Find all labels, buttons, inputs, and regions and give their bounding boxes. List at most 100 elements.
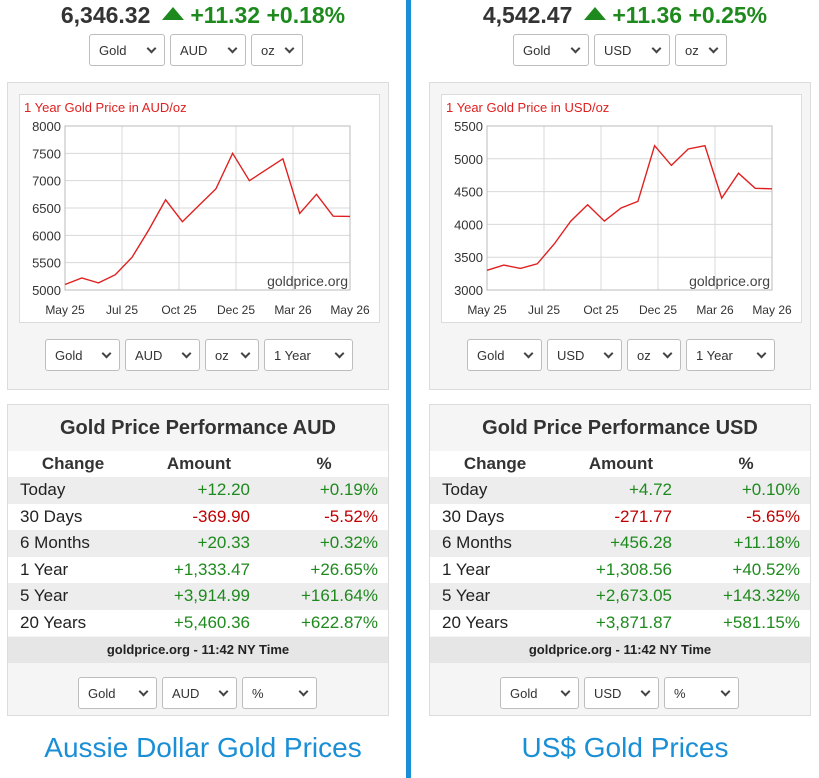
chart-currency-value: AUD xyxy=(135,347,163,363)
row-percent: -5.65% xyxy=(682,503,810,530)
table-row: 30 Days -271.77 -5.65% xyxy=(430,503,810,530)
perf-mode-select[interactable]: % xyxy=(242,677,317,709)
y-tick-label: 8000 xyxy=(32,119,61,134)
y-tick-label: 5000 xyxy=(454,152,483,167)
chart-currency-select[interactable]: USD xyxy=(547,339,622,371)
row-label: 5 Year xyxy=(430,583,560,610)
perf-metal-select[interactable]: Gold xyxy=(500,677,579,709)
chart-metal-value: Gold xyxy=(477,347,505,363)
row-label: Today xyxy=(430,477,560,504)
usd-caption: US$ Gold Prices xyxy=(521,732,729,763)
row-percent: -5.52% xyxy=(260,503,388,530)
table-row: 6 Months +456.28 +11.18% xyxy=(430,530,810,557)
chevron-down-icon xyxy=(756,348,767,358)
usd-price: 4,542.47 xyxy=(482,2,573,28)
perf-mode-value: % xyxy=(252,685,264,701)
x-tick-label: May 26 xyxy=(752,303,792,317)
y-tick-label: 3500 xyxy=(454,250,483,265)
currency-select[interactable]: USD xyxy=(594,34,670,66)
row-label: 5 Year xyxy=(8,583,138,610)
chevron-down-icon xyxy=(101,348,112,358)
row-amount: +2,673.05 xyxy=(560,583,682,610)
up-arrow-icon xyxy=(162,7,185,20)
usd-performance-panel: Gold Price Performance USD Change Amount… xyxy=(429,404,811,716)
price-series-line xyxy=(64,151,351,286)
chart-currency-select[interactable]: AUD xyxy=(125,339,200,371)
col-header-amount: Amount xyxy=(138,451,260,477)
row-percent: +161.64% xyxy=(260,583,388,610)
row-amount: +1,308.56 xyxy=(560,556,682,583)
row-label: Today xyxy=(8,477,138,504)
plot-border xyxy=(64,125,351,291)
up-arrow-icon xyxy=(584,7,607,20)
row-percent: +581.15% xyxy=(682,609,810,636)
chart-metal-select[interactable]: Gold xyxy=(467,339,542,371)
table-row: 20 Years +5,460.36 +622.87% xyxy=(8,609,388,636)
unit-select[interactable]: oz xyxy=(675,34,727,66)
metal-select[interactable]: Gold xyxy=(89,34,165,66)
row-amount: -369.90 xyxy=(138,503,260,530)
row-percent: +11.18% xyxy=(682,530,810,557)
table-row: 5 Year +3,914.99 +161.64% xyxy=(8,583,388,610)
row-percent: +0.32% xyxy=(260,530,388,557)
row-amount: +20.33 xyxy=(138,530,260,557)
chart-watermark: goldprice.org xyxy=(267,273,348,289)
perf-currency-select[interactable]: AUD xyxy=(162,677,237,709)
x-tick-label: Mar 26 xyxy=(274,303,312,317)
aud-bottom-selects: Gold AUD % xyxy=(78,677,317,709)
chart-metal-select[interactable]: Gold xyxy=(45,339,120,371)
x-tick-label: Mar 26 xyxy=(696,303,734,317)
chart-unit-value: oz xyxy=(637,347,651,363)
usd-chart-selects: Gold USD oz 1 Year xyxy=(467,339,775,371)
currency-select[interactable]: AUD xyxy=(170,34,246,66)
y-tick-label: 7000 xyxy=(32,174,61,189)
perf-currency-select[interactable]: USD xyxy=(584,677,659,709)
plot-border xyxy=(486,125,773,291)
chart-period-select[interactable]: 1 Year xyxy=(686,339,775,371)
aud-change-percent: +0.18% xyxy=(266,2,346,28)
perf-mode-value: % xyxy=(674,685,686,701)
perf-currency-value: AUD xyxy=(172,685,200,701)
perf-metal-select[interactable]: Gold xyxy=(78,677,157,709)
x-tick-label: Jul 25 xyxy=(528,303,560,317)
col-header-amount: Amount xyxy=(560,451,682,477)
y-tick-label: 4000 xyxy=(454,217,483,232)
table-row: 1 Year +1,308.56 +40.52% xyxy=(430,556,810,583)
chart-period-select[interactable]: 1 Year xyxy=(264,339,353,371)
chart-currency-value: USD xyxy=(557,347,585,363)
usd-chart: 1 Year Gold Price in USD/oz May 25 Jul 25 O… xyxy=(441,94,802,323)
table-row: 6 Months +20.33 +0.32% xyxy=(8,530,388,557)
usd-column: 4,542.47 +11.36 +0.25% Gold USD oz 1 Year… xyxy=(429,0,819,778)
x-tick-label: May 25 xyxy=(467,303,507,317)
x-tick-label: Dec 25 xyxy=(639,303,677,317)
y-tick-label: 6000 xyxy=(32,228,61,243)
aud-price: 6,346.32 xyxy=(60,2,151,28)
chevron-down-icon xyxy=(218,686,229,696)
table-row: 1 Year +1,333.47 +26.65% xyxy=(8,556,388,583)
chart-unit-select[interactable]: oz xyxy=(205,339,259,371)
perf-mode-select[interactable]: % xyxy=(664,677,739,709)
col-header-change: Change xyxy=(8,451,138,477)
chevron-down-icon xyxy=(662,348,673,358)
chevron-down-icon xyxy=(227,43,238,53)
chevron-down-icon xyxy=(603,348,614,358)
row-percent: +622.87% xyxy=(260,609,388,636)
col-header-change: Change xyxy=(430,451,560,477)
metal-select-value: Gold xyxy=(99,42,127,58)
usd-change-percent: +0.25% xyxy=(688,2,768,28)
table-row: 20 Years +3,871.87 +581.15% xyxy=(430,609,810,636)
x-tick-label: Oct 25 xyxy=(583,303,619,317)
x-tick-label: May 26 xyxy=(330,303,370,317)
row-label: 20 Years xyxy=(430,609,560,636)
chart-title: 1 Year Gold Price in USD/oz xyxy=(446,100,609,115)
row-amount: +1,333.47 xyxy=(138,556,260,583)
unit-select[interactable]: oz xyxy=(251,34,303,66)
metal-select[interactable]: Gold xyxy=(513,34,589,66)
chevron-down-icon xyxy=(298,686,309,696)
table-row: Today +12.20 +0.19% xyxy=(8,477,388,504)
usd-top-selects: Gold USD oz xyxy=(513,34,727,66)
currency-select-value: USD xyxy=(604,42,632,58)
aud-performance-panel: Gold Price Performance AUD Change Amount… xyxy=(7,404,389,716)
chart-unit-select[interactable]: oz xyxy=(627,339,681,371)
usd-bottom-selects: Gold USD % xyxy=(500,677,739,709)
